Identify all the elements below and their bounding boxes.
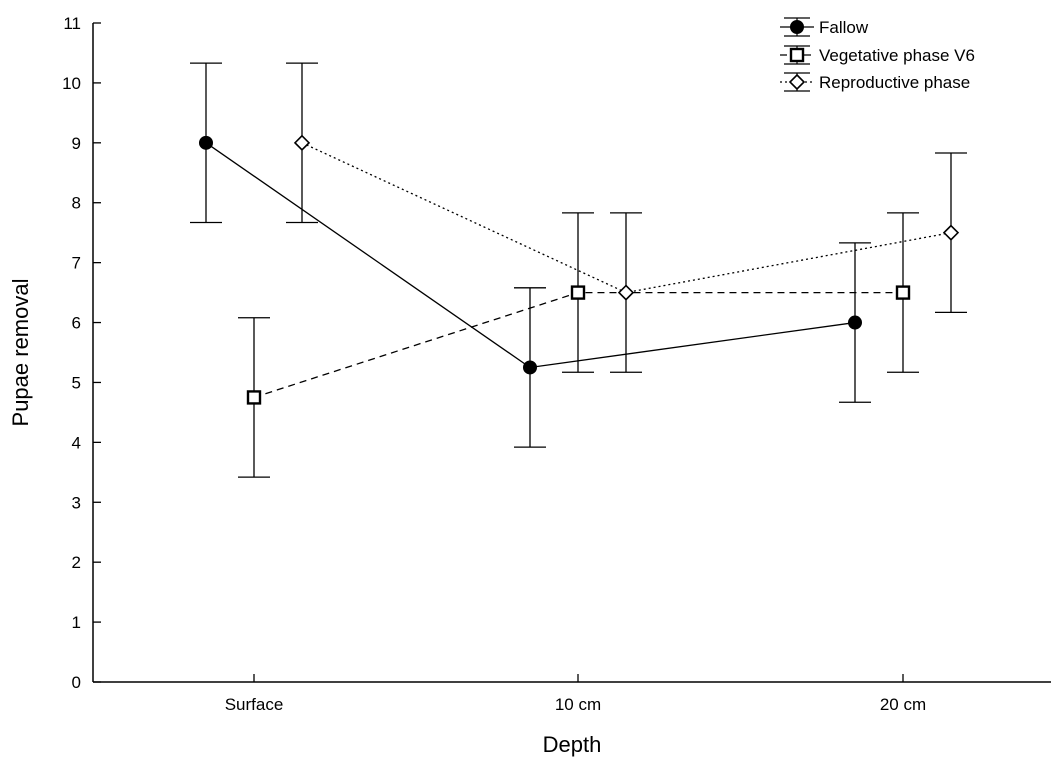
y-tick-label: 6 <box>72 314 81 333</box>
data-point <box>199 135 213 150</box>
series-reproductive-phase <box>286 62 967 373</box>
legend-marker <box>789 47 805 63</box>
y-axis-ticks: 0 1 2 3 4 5 6 7 8 9 10 11 <box>62 14 101 692</box>
y-tick-label: 11 <box>63 14 81 33</box>
x-tick-label: 20 cm <box>880 695 926 714</box>
y-tick-label: 9 <box>72 134 81 153</box>
x-tick-label: Surface <box>225 695 284 714</box>
x-axis-title: Depth <box>543 732 602 757</box>
y-tick-label: 4 <box>72 433 81 452</box>
axes <box>92 23 1051 683</box>
legend-marker <box>790 20 804 34</box>
series-layer <box>190 62 967 478</box>
y-tick-label: 7 <box>72 254 81 273</box>
legend-item: Vegetative phase V6 <box>780 45 975 65</box>
data-point <box>246 390 262 405</box>
legend-item: Reproductive phase <box>780 72 970 92</box>
x-tick-label: 10 cm <box>555 695 601 714</box>
y-tick-label: 1 <box>72 613 81 632</box>
legend-label: Vegetative phase V6 <box>819 46 975 65</box>
legend-label: Reproductive phase <box>819 73 970 92</box>
data-point <box>617 284 635 301</box>
x-axis-ticks: Surface 10 cm 20 cm <box>225 674 926 714</box>
y-tick-label: 10 <box>62 74 81 93</box>
y-tick-label: 8 <box>72 194 81 213</box>
y-tick-label: 5 <box>72 373 81 392</box>
y-tick-label: 2 <box>72 553 81 572</box>
legend-label: Fallow <box>819 18 869 37</box>
data-point <box>523 360 537 375</box>
data-point <box>848 315 862 330</box>
legend: Fallow Vegetative phase V6 Reproductive ph… <box>780 17 975 92</box>
data-point <box>570 285 586 300</box>
data-point <box>942 224 960 241</box>
y-tick-label: 0 <box>72 673 81 692</box>
legend-item: Fallow <box>780 17 869 37</box>
legend-marker <box>788 73 806 91</box>
y-tick-label: 3 <box>72 493 81 512</box>
data-point <box>293 134 311 151</box>
series-vegetative-phase-v6 <box>238 212 919 478</box>
y-axis-title: Pupae removal <box>8 279 33 427</box>
series-fallow <box>190 62 871 448</box>
data-point <box>895 285 911 300</box>
